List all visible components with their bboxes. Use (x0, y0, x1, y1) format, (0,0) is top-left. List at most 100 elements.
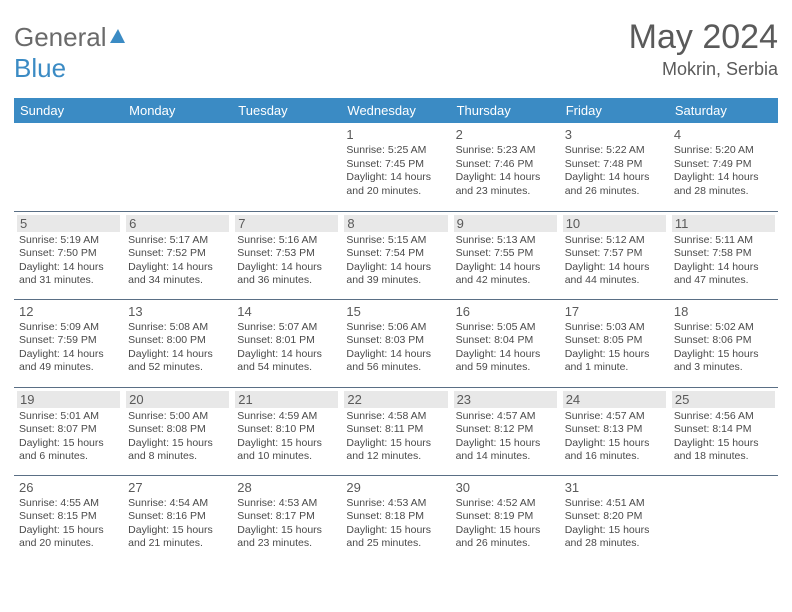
daylight-line: Daylight: 14 hours and 52 minutes. (128, 348, 227, 375)
calendar-day-cell: 20Sunrise: 5:00 AMSunset: 8:08 PMDayligh… (123, 387, 232, 475)
sunset-line: Sunset: 8:20 PM (565, 510, 664, 524)
daylight-line: Daylight: 15 hours and 14 minutes. (456, 437, 555, 464)
day-number: 6 (126, 215, 229, 232)
sunset-line: Sunset: 7:50 PM (19, 247, 118, 261)
header: General Blue May 2024 Mokrin, Serbia (14, 18, 778, 84)
sunset-line: Sunset: 7:59 PM (19, 334, 118, 348)
calendar-week-row: 19Sunrise: 5:01 AMSunset: 8:07 PMDayligh… (14, 387, 778, 475)
day-number: 16 (456, 304, 555, 319)
day-details: Sunrise: 5:12 AMSunset: 7:57 PMDaylight:… (565, 234, 664, 289)
day-number: 29 (346, 480, 445, 495)
sunset-line: Sunset: 7:53 PM (237, 247, 336, 261)
day-number: 12 (19, 304, 118, 319)
logo-part1: General (14, 22, 107, 52)
day-number: 15 (346, 304, 445, 319)
calendar-day-cell: 5 Sunrise: 5:19 AMSunset: 7:50 PMDaylight… (14, 211, 123, 299)
daylight-line: Daylight: 15 hours and 26 minutes. (456, 524, 555, 551)
sunset-line: Sunset: 8:05 PM (565, 334, 664, 348)
calendar-day-cell: 14Sunrise: 5:07 AMSunset: 8:01 PMDayligh… (232, 299, 341, 387)
day-details: Sunrise: 4:53 AMSunset: 8:17 PMDaylight:… (237, 497, 336, 552)
sunset-line: Sunset: 8:17 PM (237, 510, 336, 524)
sunrise-line: Sunrise: 5:08 AM (128, 321, 227, 335)
day-details: Sunrise: 5:02 AMSunset: 8:06 PMDaylight:… (674, 321, 773, 376)
day-details: Sunrise: 5:05 AMSunset: 8:04 PMDaylight:… (456, 321, 555, 376)
sunrise-line: Sunrise: 5:00 AM (128, 410, 227, 424)
sunset-line: Sunset: 7:52 PM (128, 247, 227, 261)
daylight-line: Daylight: 15 hours and 20 minutes. (19, 524, 118, 551)
day-details: Sunrise: 5:01 AMSunset: 8:07 PMDaylight:… (19, 410, 118, 465)
calendar-day-cell: 1Sunrise: 5:25 AMSunset: 7:45 PMDaylight… (341, 123, 450, 211)
day-details: Sunrise: 5:09 AMSunset: 7:59 PMDaylight:… (19, 321, 118, 376)
sunrise-line: Sunrise: 4:51 AM (565, 497, 664, 511)
day-details: Sunrise: 5:03 AMSunset: 8:05 PMDaylight:… (565, 321, 664, 376)
calendar-day-cell: 16 Sunrise: 5:05 AMSunset: 8:04 PMDayligh… (451, 299, 560, 387)
day-number: 8 (344, 215, 447, 232)
sunrise-line: Sunrise: 5:19 AM (19, 234, 118, 248)
day-details: Sunrise: 5:13 AMSunset: 7:55 PMDaylight:… (456, 234, 555, 289)
sunrise-line: Sunrise: 5:12 AM (565, 234, 664, 248)
calendar-day-cell: 15Sunrise: 5:06 AMSunset: 8:03 PMDayligh… (341, 299, 450, 387)
calendar-week-row: 12 Sunrise: 5:09 AMSunset: 7:59 PMDayligh… (14, 299, 778, 387)
title-block: May 2024 Mokrin, Serbia (629, 18, 778, 80)
sunset-line: Sunset: 8:18 PM (346, 510, 445, 524)
daylight-line: Daylight: 15 hours and 21 minutes. (128, 524, 227, 551)
sunrise-line: Sunrise: 5:15 AM (346, 234, 445, 248)
calendar-day-cell: 27Sunrise: 4:54 AMSunset: 8:16 PMDayligh… (123, 475, 232, 563)
calendar-day-cell: 18Sunrise: 5:02 AMSunset: 8:06 PMDayligh… (669, 299, 778, 387)
day-number: 22 (344, 391, 447, 408)
day-number: 25 (672, 391, 775, 408)
daylight-line: Daylight: 15 hours and 3 minutes. (674, 348, 773, 375)
calendar-day-cell: 31Sunrise: 4:51 AMSunset: 8:20 PMDayligh… (560, 475, 669, 563)
calendar-day-cell: 30Sunrise: 4:52 AMSunset: 8:19 PMDayligh… (451, 475, 560, 563)
day-details: Sunrise: 4:57 AMSunset: 8:13 PMDaylight:… (565, 410, 664, 465)
logo-sail-icon (107, 22, 128, 52)
sunset-line: Sunset: 8:15 PM (19, 510, 118, 524)
calendar-day-cell: 8 Sunrise: 5:15 AMSunset: 7:54 PMDaylight… (341, 211, 450, 299)
sunrise-line: Sunrise: 4:56 AM (674, 410, 773, 424)
day-number: 5 (17, 215, 120, 232)
sunset-line: Sunset: 8:04 PM (456, 334, 555, 348)
day-details: Sunrise: 5:11 AMSunset: 7:58 PMDaylight:… (674, 234, 773, 289)
sunset-line: Sunset: 7:57 PM (565, 247, 664, 261)
daylight-line: Daylight: 15 hours and 16 minutes. (565, 437, 664, 464)
daylight-line: Daylight: 14 hours and 36 minutes. (237, 261, 336, 288)
day-number: 1 (346, 127, 445, 142)
sunset-line: Sunset: 8:19 PM (456, 510, 555, 524)
calendar-day-cell: 9Sunrise: 5:13 AMSunset: 7:55 PMDaylight… (451, 211, 560, 299)
calendar-day-cell: 21Sunrise: 4:59 AMSunset: 8:10 PMDayligh… (232, 387, 341, 475)
sunrise-line: Sunrise: 5:11 AM (674, 234, 773, 248)
sunrise-line: Sunrise: 4:53 AM (237, 497, 336, 511)
daylight-line: Daylight: 14 hours and 54 minutes. (237, 348, 336, 375)
sunset-line: Sunset: 8:00 PM (128, 334, 227, 348)
calendar-day-cell: 23Sunrise: 4:57 AMSunset: 8:12 PMDayligh… (451, 387, 560, 475)
sunrise-line: Sunrise: 5:01 AM (19, 410, 118, 424)
daylight-line: Daylight: 15 hours and 28 minutes. (565, 524, 664, 551)
sunset-line: Sunset: 7:49 PM (674, 158, 773, 172)
daylight-line: Daylight: 14 hours and 49 minutes. (19, 348, 118, 375)
daylight-line: Daylight: 14 hours and 59 minutes. (456, 348, 555, 375)
calendar-table: SundayMondayTuesdayWednesdayThursdayFrid… (14, 98, 778, 563)
day-number: 2 (456, 127, 555, 142)
daylight-line: Daylight: 14 hours and 56 minutes. (346, 348, 445, 375)
calendar-head: SundayMondayTuesdayWednesdayThursdayFrid… (14, 98, 778, 123)
day-details: Sunrise: 5:08 AMSunset: 8:00 PMDaylight:… (128, 321, 227, 376)
day-number: 26 (19, 480, 118, 495)
day-header: Friday (560, 98, 669, 123)
day-details: Sunrise: 5:07 AMSunset: 8:01 PMDaylight:… (237, 321, 336, 376)
daylight-line: Daylight: 15 hours and 6 minutes. (19, 437, 118, 464)
day-header: Monday (123, 98, 232, 123)
day-details: Sunrise: 4:57 AMSunset: 8:12 PMDaylight:… (456, 410, 555, 465)
day-details: Sunrise: 4:51 AMSunset: 8:20 PMDaylight:… (565, 497, 664, 552)
daylight-line: Daylight: 14 hours and 47 minutes. (674, 261, 773, 288)
sunset-line: Sunset: 7:48 PM (565, 158, 664, 172)
calendar-day-cell: 19Sunrise: 5:01 AMSunset: 8:07 PMDayligh… (14, 387, 123, 475)
sunset-line: Sunset: 7:54 PM (346, 247, 445, 261)
sunrise-line: Sunrise: 5:17 AM (128, 234, 227, 248)
day-number: 17 (565, 304, 664, 319)
day-details: Sunrise: 5:15 AMSunset: 7:54 PMDaylight:… (346, 234, 445, 289)
day-number: 30 (456, 480, 555, 495)
day-details: Sunrise: 5:19 AMSunset: 7:50 PMDaylight:… (19, 234, 118, 289)
day-number: 24 (563, 391, 666, 408)
day-number: 11 (672, 215, 775, 232)
calendar-day-cell: 17 Sunrise: 5:03 AMSunset: 8:05 PMDayligh… (560, 299, 669, 387)
